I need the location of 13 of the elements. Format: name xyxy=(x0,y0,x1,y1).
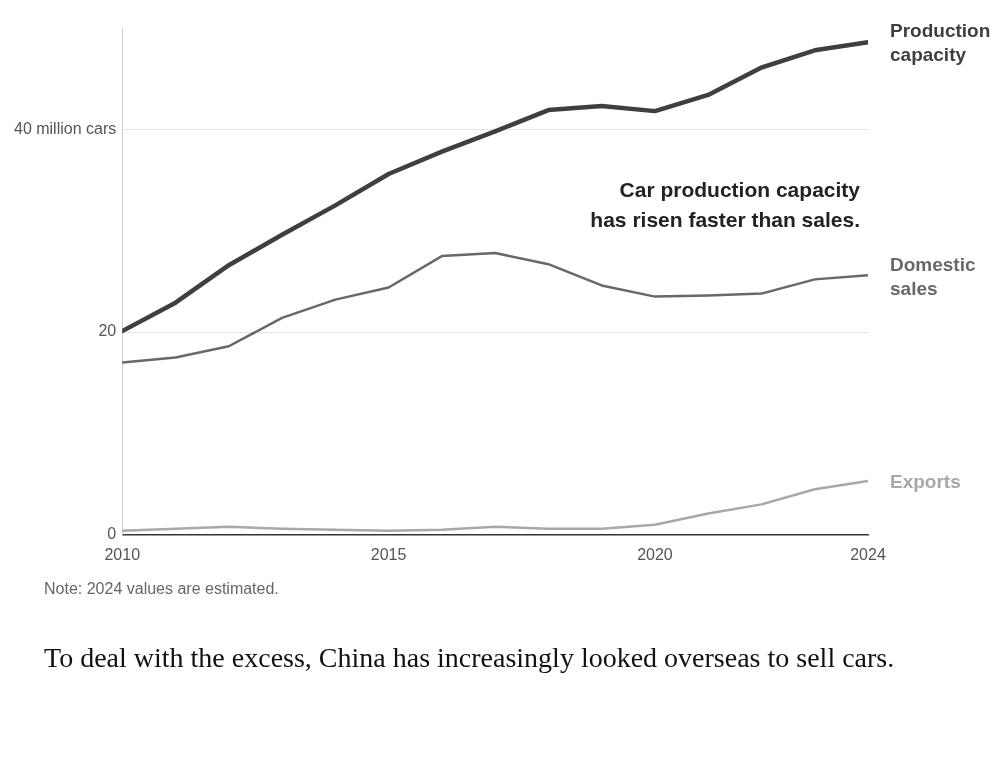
y-tick-label: 0 xyxy=(107,525,117,543)
x-tick-label: 2010 xyxy=(104,545,141,563)
text: To deal with the excess, China has increasingly looked overseas to sell cars. xyxy=(44,641,896,675)
x-tick-label: 2015 xyxy=(370,545,407,563)
series-label: Production capacity xyxy=(890,20,991,66)
y-tick-label: 40 million cars xyxy=(13,119,117,137)
text: Note: 2024 values are estimated. xyxy=(44,580,280,598)
x-tick-label: 2024 xyxy=(850,545,886,563)
series-label: Exports xyxy=(890,471,961,493)
series-label: Domestic sales xyxy=(890,253,976,299)
y-tick-label: 20 xyxy=(98,322,117,340)
annotation: Car production capacity has risen faster than sales. xyxy=(590,177,861,231)
x-tick-label: 2020 xyxy=(637,545,673,563)
